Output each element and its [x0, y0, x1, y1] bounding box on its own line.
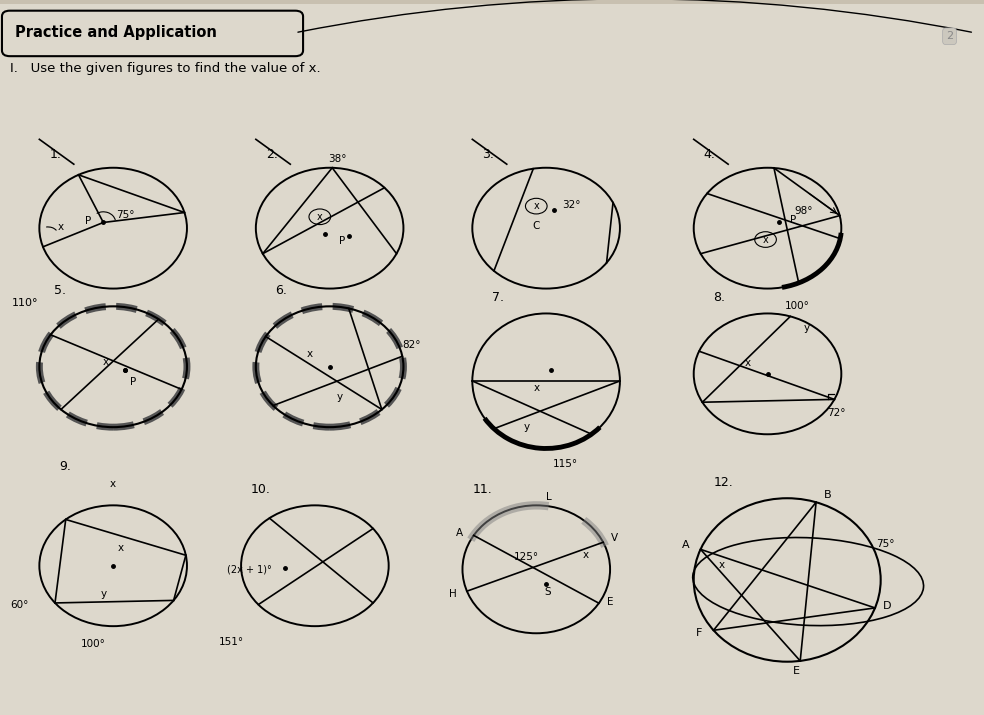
Text: 1.: 1. [49, 149, 61, 162]
Text: 110°: 110° [12, 297, 37, 307]
Text: 10.: 10. [251, 483, 271, 496]
Text: 98°: 98° [795, 206, 813, 216]
Text: 12.: 12. [713, 476, 733, 489]
Text: 75°: 75° [877, 539, 894, 549]
Text: E: E [607, 597, 614, 607]
Text: 100°: 100° [81, 639, 106, 649]
Text: 60°: 60° [11, 600, 29, 610]
Text: x: x [307, 349, 313, 359]
Text: H: H [450, 589, 457, 599]
Text: y: y [337, 392, 342, 402]
Text: 7.: 7. [492, 291, 504, 305]
FancyBboxPatch shape [0, 4, 984, 715]
Text: P: P [86, 216, 92, 226]
Text: x: x [102, 357, 108, 367]
Text: 75°: 75° [116, 209, 134, 220]
Text: A: A [682, 540, 690, 550]
FancyBboxPatch shape [2, 11, 303, 56]
Text: L: L [546, 493, 551, 503]
Text: 32°: 32° [563, 199, 581, 209]
Text: E: E [793, 666, 800, 676]
Text: 125°: 125° [514, 551, 539, 561]
Text: F: F [696, 628, 702, 638]
Text: x: x [317, 212, 323, 222]
Text: y: y [100, 589, 106, 599]
Text: Practice and Application: Practice and Application [15, 25, 216, 40]
Text: 3.: 3. [482, 149, 494, 162]
Text: 5.: 5. [54, 284, 66, 297]
Text: S: S [545, 587, 551, 597]
Text: I.   Use the given figures to find the value of x.: I. Use the given figures to find the val… [10, 61, 321, 75]
Text: 2.: 2. [266, 149, 277, 162]
Text: V: V [611, 533, 619, 543]
Text: 6.: 6. [276, 284, 287, 297]
Text: x: x [763, 235, 769, 245]
Text: x: x [118, 543, 124, 553]
Text: x: x [110, 479, 116, 489]
Text: 38°: 38° [328, 154, 346, 164]
Text: 115°: 115° [553, 459, 579, 469]
Text: 82°: 82° [402, 340, 420, 350]
Text: D: D [883, 601, 892, 611]
Text: x: x [58, 222, 64, 232]
Text: P: P [339, 236, 345, 246]
Text: 100°: 100° [784, 301, 810, 311]
Text: 151°: 151° [218, 637, 244, 647]
Text: x: x [745, 358, 751, 368]
Text: x: x [719, 560, 725, 570]
Text: 72°: 72° [828, 408, 845, 418]
Text: y: y [523, 422, 529, 432]
Text: x: x [583, 550, 588, 560]
Text: P: P [790, 214, 796, 225]
Text: A: A [457, 528, 463, 538]
Text: B: B [824, 490, 831, 500]
Text: x: x [533, 201, 539, 211]
Text: x: x [533, 383, 539, 393]
Text: 2: 2 [946, 31, 953, 41]
Text: C: C [532, 221, 540, 231]
Text: (2x + 1)°: (2x + 1)° [226, 564, 272, 574]
Text: 4.: 4. [704, 149, 715, 162]
Text: 8.: 8. [713, 291, 725, 305]
Text: y: y [804, 322, 810, 332]
Text: 11.: 11. [472, 483, 492, 496]
Text: P: P [130, 378, 136, 388]
Text: 9.: 9. [59, 460, 71, 473]
